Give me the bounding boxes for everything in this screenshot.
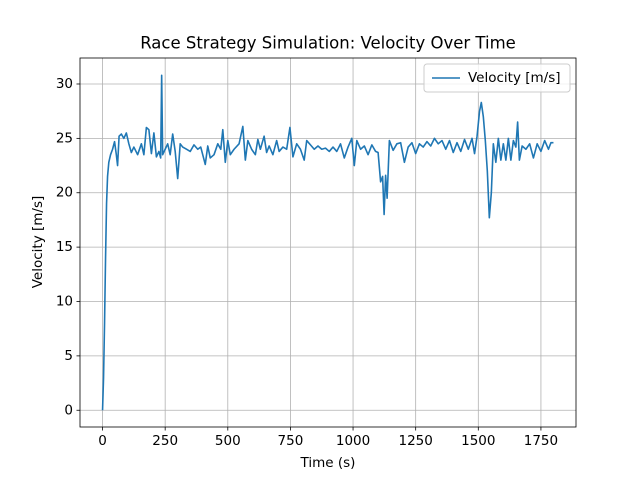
x-tick-label: 250 xyxy=(152,433,178,449)
legend: Velocity [m/s] xyxy=(423,63,571,93)
x-tick-label: 1750 xyxy=(524,433,558,449)
x-tick-label: 1250 xyxy=(398,433,432,449)
y-tick-label: 30 xyxy=(56,76,73,92)
y-axis-label: Velocity [m/s] xyxy=(30,196,46,289)
y-tick-label: 15 xyxy=(56,239,73,255)
x-tick-label: 1000 xyxy=(336,433,370,449)
data-line xyxy=(101,74,554,411)
legend-box xyxy=(423,63,571,93)
y-tick-label: 25 xyxy=(56,130,73,146)
y-tick-label: 5 xyxy=(64,348,73,364)
x-axis-label: Time (s) xyxy=(300,455,356,471)
chart-title: Race Strategy Simulation: Velocity Over … xyxy=(140,34,516,53)
x-tick-label: 750 xyxy=(278,433,304,449)
y-tick-label: 10 xyxy=(56,293,73,309)
legend-label: Velocity [m/s] xyxy=(468,70,561,86)
axes-frame xyxy=(79,57,577,428)
y-tick-label: 0 xyxy=(64,402,73,418)
x-tick-label: 500 xyxy=(215,433,241,449)
y-tick-label: 20 xyxy=(56,185,73,201)
x-tick-label: 1500 xyxy=(461,433,495,449)
x-tick-label: 0 xyxy=(98,433,107,449)
